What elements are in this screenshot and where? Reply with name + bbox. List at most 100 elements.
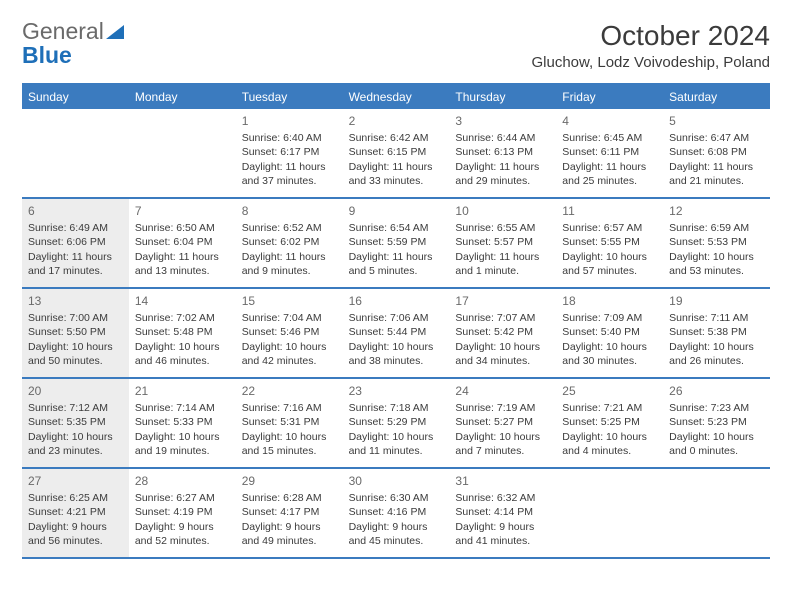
sunset-line: Sunset: 5:27 PM (455, 415, 550, 429)
sunset-line: Sunset: 5:25 PM (562, 415, 657, 429)
daylight-line: Daylight: 10 hours and 53 minutes. (669, 250, 764, 278)
day-number: 26 (669, 383, 764, 399)
daylight-line: Daylight: 11 hours and 21 minutes. (669, 160, 764, 188)
week-row: 20Sunrise: 7:12 AMSunset: 5:35 PMDayligh… (22, 379, 770, 469)
day-number: 8 (242, 203, 337, 219)
sunrise-line: Sunrise: 6:55 AM (455, 221, 550, 235)
sunset-line: Sunset: 6:17 PM (242, 145, 337, 159)
calendar-grid: Sunday Monday Tuesday Wednesday Thursday… (22, 83, 770, 559)
daylight-line: Daylight: 10 hours and 26 minutes. (669, 340, 764, 368)
sunrise-line: Sunrise: 7:21 AM (562, 401, 657, 415)
week-row: 27Sunrise: 6:25 AMSunset: 4:21 PMDayligh… (22, 469, 770, 559)
daylight-line: Daylight: 11 hours and 5 minutes. (349, 250, 444, 278)
sunset-line: Sunset: 4:14 PM (455, 505, 550, 519)
sunrise-line: Sunrise: 7:11 AM (669, 311, 764, 325)
day-cell: 9Sunrise: 6:54 AMSunset: 5:59 PMDaylight… (343, 199, 450, 287)
day-cell: 4Sunrise: 6:45 AMSunset: 6:11 PMDaylight… (556, 109, 663, 197)
sunset-line: Sunset: 5:29 PM (349, 415, 444, 429)
day-number: 3 (455, 113, 550, 129)
day-cell: 25Sunrise: 7:21 AMSunset: 5:25 PMDayligh… (556, 379, 663, 467)
day-cell (129, 109, 236, 197)
sunset-line: Sunset: 6:06 PM (28, 235, 123, 249)
sunset-line: Sunset: 6:11 PM (562, 145, 657, 159)
sunset-line: Sunset: 5:42 PM (455, 325, 550, 339)
sunset-line: Sunset: 5:57 PM (455, 235, 550, 249)
daylight-line: Daylight: 10 hours and 19 minutes. (135, 430, 230, 458)
calendar-page: General Blue October 2024 Gluchow, Lodz … (0, 0, 792, 579)
day-number: 1 (242, 113, 337, 129)
daylight-line: Daylight: 11 hours and 33 minutes. (349, 160, 444, 188)
day-number: 12 (669, 203, 764, 219)
sunset-line: Sunset: 6:15 PM (349, 145, 444, 159)
title-block: October 2024 Gluchow, Lodz Voivodeship, … (532, 20, 771, 71)
sunset-line: Sunset: 5:48 PM (135, 325, 230, 339)
sunset-line: Sunset: 5:35 PM (28, 415, 123, 429)
day-cell: 22Sunrise: 7:16 AMSunset: 5:31 PMDayligh… (236, 379, 343, 467)
week-row: 1Sunrise: 6:40 AMSunset: 6:17 PMDaylight… (22, 109, 770, 199)
sunset-line: Sunset: 5:53 PM (669, 235, 764, 249)
day-cell: 1Sunrise: 6:40 AMSunset: 6:17 PMDaylight… (236, 109, 343, 197)
day-number: 15 (242, 293, 337, 309)
day-cell: 19Sunrise: 7:11 AMSunset: 5:38 PMDayligh… (663, 289, 770, 377)
day-cell: 30Sunrise: 6:30 AMSunset: 4:16 PMDayligh… (343, 469, 450, 557)
daylight-line: Daylight: 10 hours and 7 minutes. (455, 430, 550, 458)
sunset-line: Sunset: 5:44 PM (349, 325, 444, 339)
sunset-line: Sunset: 5:40 PM (562, 325, 657, 339)
sunset-line: Sunset: 5:59 PM (349, 235, 444, 249)
daylight-line: Daylight: 10 hours and 46 minutes. (135, 340, 230, 368)
day-cell: 23Sunrise: 7:18 AMSunset: 5:29 PMDayligh… (343, 379, 450, 467)
weekday-header-row: Sunday Monday Tuesday Wednesday Thursday… (22, 85, 770, 109)
day-cell: 13Sunrise: 7:00 AMSunset: 5:50 PMDayligh… (22, 289, 129, 377)
sunset-line: Sunset: 5:23 PM (669, 415, 764, 429)
sunset-line: Sunset: 4:16 PM (349, 505, 444, 519)
day-number: 14 (135, 293, 230, 309)
sunrise-line: Sunrise: 6:54 AM (349, 221, 444, 235)
sunrise-line: Sunrise: 6:42 AM (349, 131, 444, 145)
daylight-line: Daylight: 10 hours and 0 minutes. (669, 430, 764, 458)
sunrise-line: Sunrise: 7:04 AM (242, 311, 337, 325)
sunrise-line: Sunrise: 7:02 AM (135, 311, 230, 325)
sunrise-line: Sunrise: 6:59 AM (669, 221, 764, 235)
day-cell: 17Sunrise: 7:07 AMSunset: 5:42 PMDayligh… (449, 289, 556, 377)
day-cell: 28Sunrise: 6:27 AMSunset: 4:19 PMDayligh… (129, 469, 236, 557)
sunrise-line: Sunrise: 6:57 AM (562, 221, 657, 235)
day-cell: 2Sunrise: 6:42 AMSunset: 6:15 PMDaylight… (343, 109, 450, 197)
sunrise-line: Sunrise: 7:06 AM (349, 311, 444, 325)
day-cell: 15Sunrise: 7:04 AMSunset: 5:46 PMDayligh… (236, 289, 343, 377)
day-number: 25 (562, 383, 657, 399)
day-cell: 26Sunrise: 7:23 AMSunset: 5:23 PMDayligh… (663, 379, 770, 467)
week-row: 6 Sunrise: 6:49 AMSunset: 6:06 PM Daylight… (22, 199, 770, 289)
sunrise-line: Sunrise: 7:14 AM (135, 401, 230, 415)
daylight-line: Daylight: 11 hours and 29 minutes. (455, 160, 550, 188)
sunset-line: Sunset: 5:31 PM (242, 415, 337, 429)
logo-triangle-icon (106, 23, 124, 44)
logo-word-2: Blue (22, 42, 72, 68)
sunrise-line: Sunrise: 6:28 AM (242, 491, 337, 505)
sunset-line: Sunset: 6:04 PM (135, 235, 230, 249)
sunset-line: Sunset: 5:46 PM (242, 325, 337, 339)
week-row: 13Sunrise: 7:00 AMSunset: 5:50 PMDayligh… (22, 289, 770, 379)
sunset-line: Sunset: 4:17 PM (242, 505, 337, 519)
weekday-friday: Friday (556, 85, 663, 109)
daylight-line: Daylight: 10 hours and 23 minutes. (28, 430, 123, 458)
daylight-line: Daylight: 9 hours and 52 minutes. (135, 520, 230, 548)
day-number: 24 (455, 383, 550, 399)
daylight-line: Daylight: 11 hours and 13 minutes. (135, 250, 230, 278)
daylight-line: Daylight: 9 hours and 45 minutes. (349, 520, 444, 548)
sunrise-line: Sunrise: 6:44 AM (455, 131, 550, 145)
sunrise-line: Sunrise: 7:07 AM (455, 311, 550, 325)
day-cell: 11Sunrise: 6:57 AMSunset: 5:55 PMDayligh… (556, 199, 663, 287)
daylight-line: Daylight: 11 hours and 37 minutes. (242, 160, 337, 188)
sunset-line: Sunset: 5:50 PM (28, 325, 123, 339)
logo-text-block: General Blue (22, 20, 124, 68)
sunset-line: Sunset: 6:13 PM (455, 145, 550, 159)
sunrise-line: Sunrise: 6:49 AM (28, 221, 123, 235)
daylight-line: Daylight: 10 hours and 11 minutes. (349, 430, 444, 458)
daylight-line: Daylight: 9 hours and 56 minutes. (28, 520, 123, 548)
location-text: Gluchow, Lodz Voivodeship, Poland (532, 54, 771, 71)
day-cell: 27Sunrise: 6:25 AMSunset: 4:21 PMDayligh… (22, 469, 129, 557)
sunrise-line: Sunrise: 6:25 AM (28, 491, 123, 505)
logo-word-1: General (22, 18, 104, 44)
day-number: 6 (28, 203, 123, 219)
day-cell: 12 Sunrise: 6:59 AMSunset: 5:53 PMDayligh… (663, 199, 770, 287)
